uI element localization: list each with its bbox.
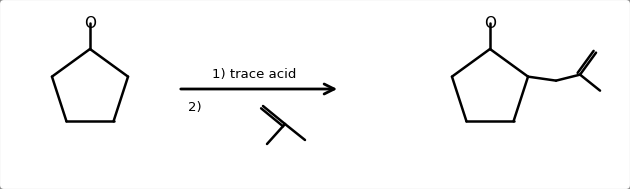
Text: 1) trace acid: 1) trace acid	[212, 68, 296, 81]
Text: O: O	[484, 15, 496, 30]
Text: O: O	[84, 15, 96, 30]
Text: 2): 2)	[188, 101, 202, 114]
